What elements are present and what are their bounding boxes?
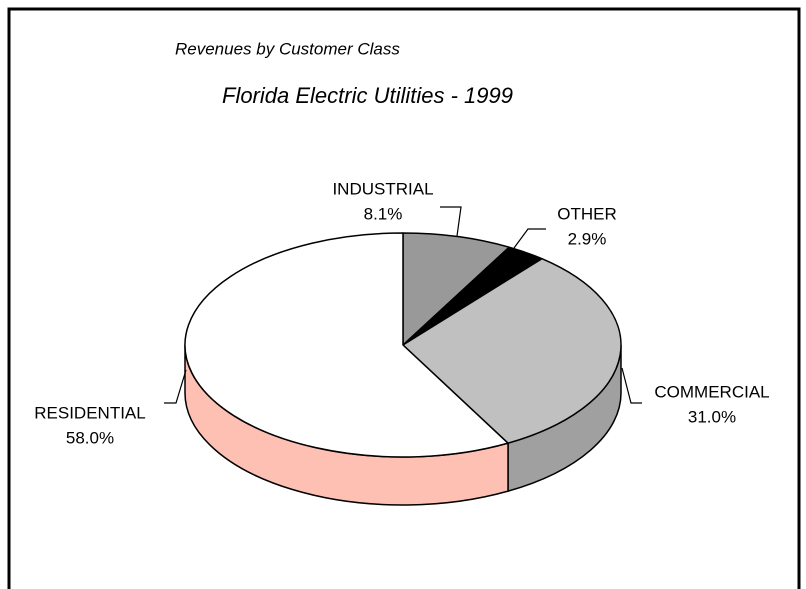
leader-line — [440, 206, 462, 237]
leader-line — [513, 228, 546, 249]
value-label: 2.9% — [568, 229, 607, 248]
slice — [402, 257, 622, 444]
slice-label: OTHER — [557, 204, 617, 223]
leader-line — [164, 369, 187, 404]
slice-label: RESIDENTIAL — [34, 403, 145, 422]
chart-subtitle: Florida Electric Utilities - 1999 — [222, 83, 513, 108]
value-label: 58.0% — [66, 428, 114, 447]
slice — [402, 232, 510, 346]
chart-title: Revenues by Customer Class — [175, 39, 400, 58]
leader-line — [621, 367, 642, 404]
value-label: 8.1% — [364, 204, 403, 223]
value-label: 31.0% — [688, 407, 736, 426]
slice-label: INDUSTRIAL — [332, 179, 433, 198]
slice-label: COMMERCIAL — [654, 382, 769, 401]
slice — [184, 232, 509, 458]
frame — [7, 7, 801, 589]
